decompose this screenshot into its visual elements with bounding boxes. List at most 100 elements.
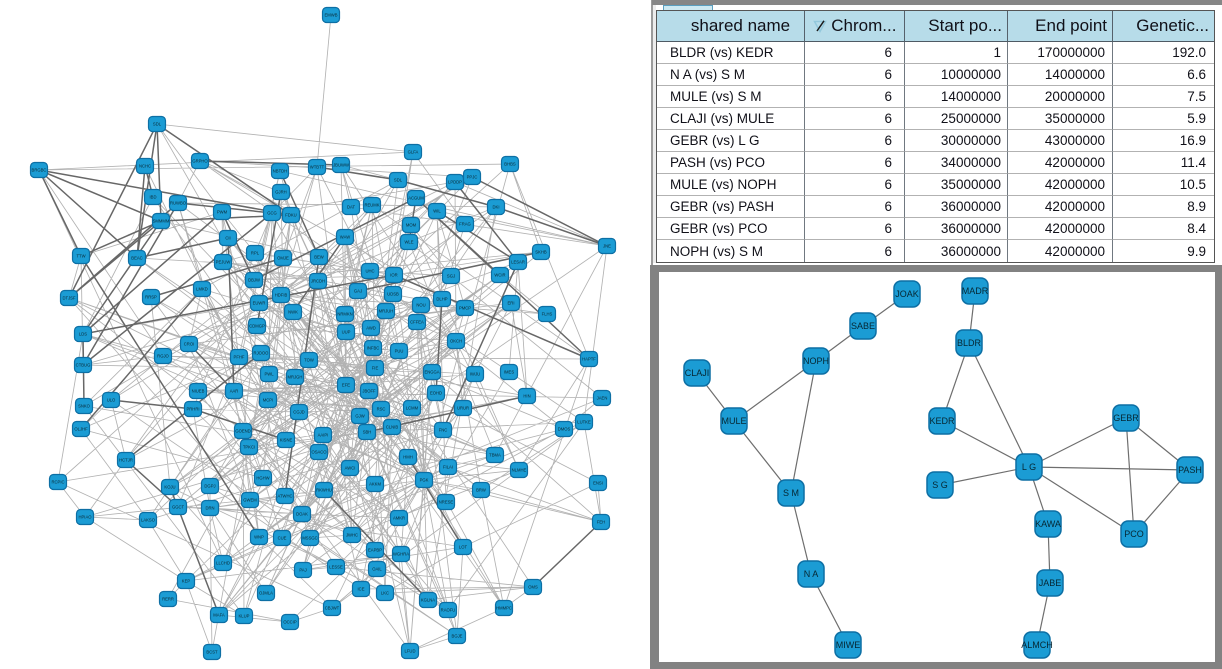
svg-text:HDFIB: HDFIB bbox=[275, 293, 288, 298]
svg-text:GWEM: GWEM bbox=[243, 498, 257, 503]
svg-text:JABE: JABE bbox=[1039, 578, 1062, 588]
svg-text:OKCH: OKCH bbox=[450, 339, 462, 344]
svg-text:S G: S G bbox=[932, 480, 948, 490]
svg-text:LCMM: LCMM bbox=[406, 406, 419, 411]
svg-text:OMJE: OMJE bbox=[277, 256, 289, 261]
svg-text:CLNIB: CLNIB bbox=[386, 425, 399, 430]
svg-text:CLAJI: CLAJI bbox=[685, 368, 710, 378]
svg-text:MULE: MULE bbox=[721, 416, 746, 426]
svg-text:RGJO: RGJO bbox=[157, 354, 169, 359]
svg-text:WCIR: WCIR bbox=[494, 273, 505, 278]
svg-text:TTW: TTW bbox=[76, 254, 85, 259]
svg-text:AAIPI: AAIPI bbox=[318, 433, 329, 438]
svg-text:MAFA: MAFA bbox=[213, 613, 225, 618]
svg-text:PCO: PCO bbox=[1124, 529, 1144, 539]
svg-text:OJMLA: OJMLA bbox=[259, 591, 273, 596]
svg-text:AWD: AWD bbox=[366, 326, 376, 331]
svg-text:AKKM: AKKM bbox=[369, 482, 381, 487]
svg-text:LMKD: LMKD bbox=[196, 287, 208, 292]
svg-text:MIWE: MIWE bbox=[836, 640, 861, 650]
svg-text:DOAK: DOAK bbox=[296, 512, 308, 517]
svg-text:CBJWT: CBJWT bbox=[325, 606, 340, 611]
svg-text:JRCDH: JRCDH bbox=[311, 279, 325, 284]
svg-text:GOEND: GOEND bbox=[235, 429, 250, 434]
svg-text:OSACO: OSACO bbox=[311, 450, 327, 455]
svg-text:WNP: WNP bbox=[254, 535, 264, 540]
svg-text:FLHS: FLHS bbox=[542, 312, 553, 317]
svg-text:NRMKN: NRMKN bbox=[337, 312, 352, 317]
svg-text:S M: S M bbox=[783, 488, 799, 498]
svg-text:TBMA: TBMA bbox=[489, 453, 501, 458]
svg-text:AMKR: AMKR bbox=[393, 516, 405, 521]
svg-text:GJRH: GJRH bbox=[275, 190, 286, 195]
svg-text:GEBR: GEBR bbox=[1113, 413, 1139, 423]
svg-text:KEP: KEP bbox=[182, 579, 191, 584]
svg-text:L G: L G bbox=[1022, 462, 1036, 472]
svg-text:JNE: JNE bbox=[603, 244, 611, 249]
svg-text:HMH: HMH bbox=[403, 455, 413, 460]
svg-text:LAKSO: LAKSO bbox=[141, 518, 156, 523]
svg-text:CII: CII bbox=[225, 236, 230, 241]
svg-text:IOR: IOR bbox=[390, 273, 397, 278]
svg-text:SNKO: SNKO bbox=[78, 404, 91, 409]
svg-text:MADR: MADR bbox=[962, 286, 989, 296]
svg-text:PEJUW: PEJUW bbox=[216, 260, 231, 265]
svg-text:NRESE: NRESE bbox=[439, 500, 454, 505]
svg-text:RAOFU: RAOFU bbox=[441, 608, 456, 613]
svg-text:PGK: PGK bbox=[420, 478, 429, 483]
svg-text:DGPJ: DGPJ bbox=[204, 484, 215, 489]
svg-text:UDSB: UDSB bbox=[387, 292, 399, 297]
svg-text:FNC: FNC bbox=[439, 428, 448, 433]
svg-text:BLDR: BLDR bbox=[957, 338, 982, 348]
svg-text:LLCHD: LLCHD bbox=[216, 561, 230, 566]
svg-text:ALMCH: ALMCH bbox=[1021, 640, 1053, 650]
svg-text:HCTJR: HCTJR bbox=[119, 458, 133, 463]
svg-text:FILAI: FILAI bbox=[443, 465, 453, 470]
svg-text:N A: N A bbox=[804, 569, 819, 579]
svg-text:ERI: ERI bbox=[508, 301, 515, 306]
svg-text:RSC: RSC bbox=[377, 407, 386, 412]
svg-text:PASH: PASH bbox=[1178, 465, 1202, 475]
svg-text:LFUD: LFUD bbox=[405, 649, 416, 654]
svg-text:NBTDH: NBTDH bbox=[273, 169, 287, 174]
svg-text:KISNE: KISNE bbox=[280, 438, 293, 443]
svg-text:CFFEA: CFFEA bbox=[410, 320, 424, 325]
svg-text:KEDR: KEDR bbox=[929, 416, 955, 426]
svg-text:NOU: NOU bbox=[416, 303, 425, 308]
svg-text:SKHB: SKHB bbox=[535, 250, 547, 255]
svg-text:NWK: NWK bbox=[288, 310, 298, 315]
svg-text:ENGGA: ENGGA bbox=[424, 370, 439, 375]
svg-text:PWL: PWL bbox=[264, 372, 274, 377]
svg-text:MOM: MOM bbox=[406, 223, 417, 228]
svg-text:LDS: LDS bbox=[79, 332, 87, 337]
svg-text:ATWHC: ATWHC bbox=[277, 494, 292, 499]
svg-text:ULO: ULO bbox=[107, 398, 116, 403]
svg-text:SDL: SDL bbox=[153, 122, 162, 127]
svg-text:NLMHE: NLMHE bbox=[512, 468, 527, 473]
svg-text:PPJC: PPJC bbox=[467, 175, 478, 180]
svg-text:REUMK: REUMK bbox=[364, 203, 379, 208]
svg-text:DMOS: DMOS bbox=[558, 427, 571, 432]
svg-text:PFHF: PFHF bbox=[234, 355, 245, 360]
svg-text:RPL: RPL bbox=[251, 251, 260, 256]
svg-text:CGJD: CGJD bbox=[293, 410, 304, 415]
svg-text:OCCIP: OCCIP bbox=[283, 620, 296, 625]
svg-text:SDL: SDL bbox=[394, 178, 403, 183]
svg-text:TPKCI: TPKCI bbox=[243, 445, 255, 450]
svg-text:EMWB: EMWB bbox=[324, 13, 337, 18]
svg-text:KOJU: KOJU bbox=[164, 485, 175, 490]
svg-text:BHBS: BHBS bbox=[504, 162, 516, 167]
svg-text:LESAR: LESAR bbox=[511, 260, 525, 265]
svg-text:SMMMM: SMMMM bbox=[153, 219, 170, 224]
svg-text:OMS: OMS bbox=[528, 585, 538, 590]
svg-text:CROI: CROI bbox=[184, 342, 194, 347]
svg-text:JOAK: JOAK bbox=[895, 289, 919, 299]
svg-text:IMES: IMES bbox=[504, 370, 514, 375]
svg-text:IWJU: IWJU bbox=[470, 372, 480, 377]
svg-text:URUR: URUR bbox=[457, 406, 469, 411]
svg-text:HMMPC: HMMPC bbox=[496, 606, 512, 611]
svg-text:GJW: GJW bbox=[355, 414, 364, 419]
svg-text:BEAC: BEAC bbox=[131, 256, 142, 261]
svg-text:EAPBP: EAPBP bbox=[368, 548, 382, 553]
svg-text:DLHP: DLHP bbox=[436, 297, 447, 302]
